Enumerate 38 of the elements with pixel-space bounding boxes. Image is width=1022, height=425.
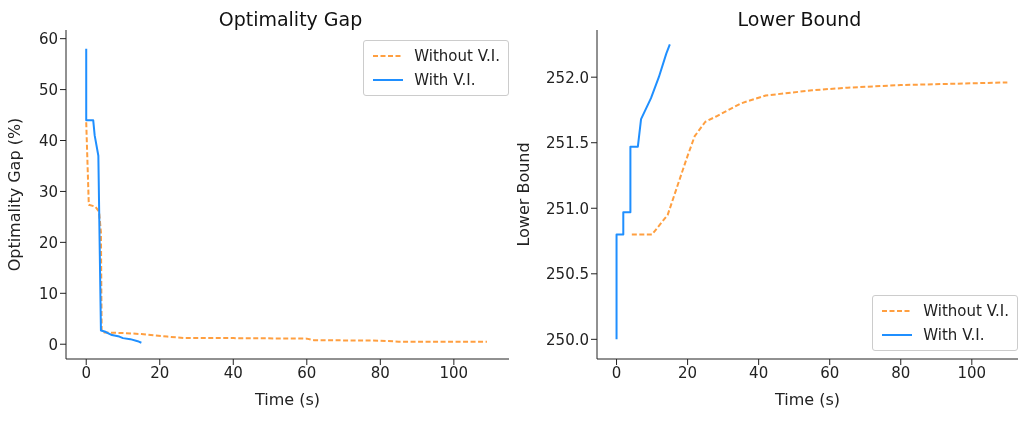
x-tick-label: 60 xyxy=(297,363,317,382)
x-tick-label: 0 xyxy=(81,363,91,382)
x-axis-title: Time (s) xyxy=(773,390,841,409)
x-tick-label: 60 xyxy=(820,363,840,382)
y-tick-label: 60 xyxy=(38,29,58,48)
y-tick-label: 252.0 xyxy=(546,68,589,87)
line-series xyxy=(85,47,143,344)
legend-label: Without V.I. xyxy=(923,302,1009,320)
line-series xyxy=(630,81,1009,236)
x-tick-label: 80 xyxy=(891,363,911,382)
x-tick-label: 100 xyxy=(439,363,469,382)
y-tick-label: 250.5 xyxy=(546,265,589,284)
x-tick-label: 20 xyxy=(150,363,170,382)
legend-label: Without V.I. xyxy=(414,47,500,65)
y-tick-label: 30 xyxy=(38,182,58,201)
y-tick-label: 20 xyxy=(38,233,58,252)
line-series xyxy=(85,121,488,343)
chart-title: Lower Bound xyxy=(736,8,863,30)
y-tick-label: 251.0 xyxy=(546,199,589,218)
x-tick-label: 40 xyxy=(223,363,243,382)
x-tick-label: 80 xyxy=(370,363,390,382)
x-axis-title: Time (s) xyxy=(253,390,321,409)
y-tick-label: 10 xyxy=(38,284,58,303)
legend-label: With V.I. xyxy=(414,71,476,89)
y-tick-label: 250.0 xyxy=(546,330,589,349)
legend-label: With V.I. xyxy=(923,326,985,344)
y-axis-title: Optimality Gap (%) xyxy=(4,117,24,272)
x-tick-label: 100 xyxy=(957,363,987,382)
x-tick-label: 20 xyxy=(678,363,698,382)
y-tick-label: 40 xyxy=(38,131,58,150)
x-tick-label: 0 xyxy=(611,363,622,382)
y-tick-label: 50 xyxy=(38,80,58,99)
chart-title: Optimality Gap xyxy=(217,8,364,30)
y-axis-title: Lower Bound xyxy=(513,142,533,247)
y-tick-label: 251.5 xyxy=(546,134,589,153)
x-tick-label: 40 xyxy=(749,363,769,382)
line-series xyxy=(615,43,671,341)
y-tick-label: 0 xyxy=(48,335,58,354)
